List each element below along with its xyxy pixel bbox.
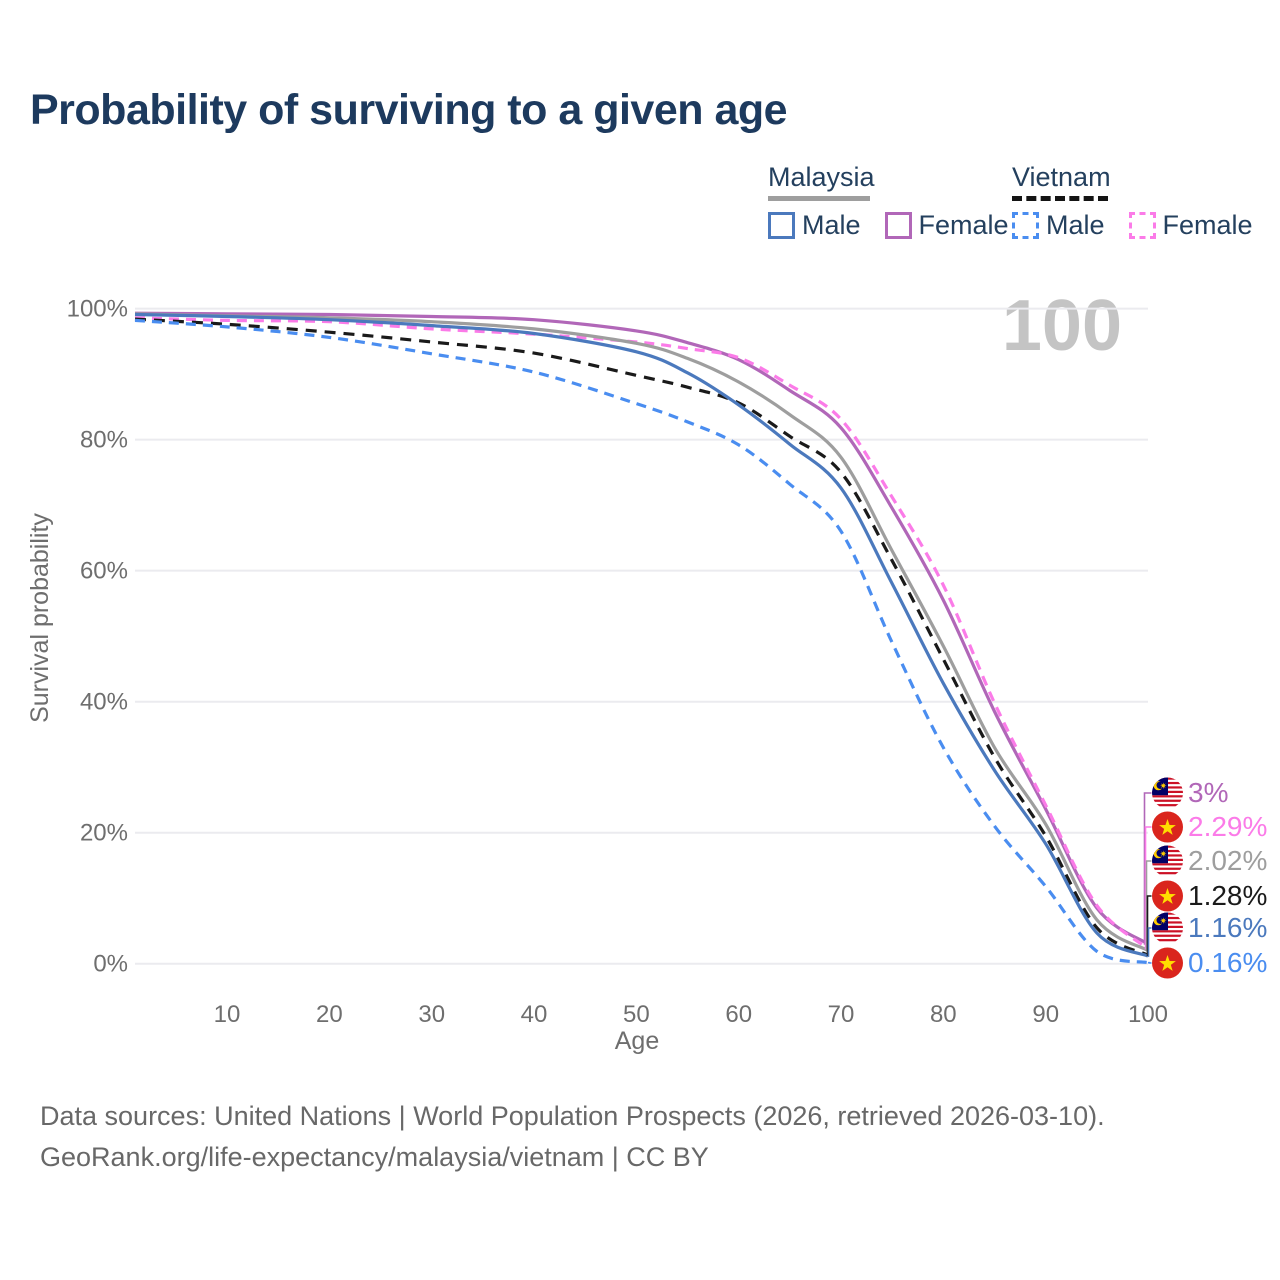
legend-label-malaysia-male: Male: [802, 210, 861, 240]
footer: Data sources: United Nations | World Pop…: [40, 1096, 1105, 1178]
y-tick-60%: 60%: [80, 558, 128, 585]
legend-header-malaysia: Malaysia: [768, 162, 875, 192]
malaysia-flag-icon: [1152, 777, 1183, 809]
footer-data-sources: Data sources: United Nations | World Pop…: [40, 1101, 1105, 1131]
y-axis-tick-labels: 0% 20% 40% 60% 80% 100%: [67, 296, 128, 978]
legend-group-vietnam: Vietnam Male Female: [1012, 162, 1253, 241]
legend-group-malaysia: Malaysia Male Female: [768, 162, 1009, 241]
y-tick-100%: 100%: [67, 296, 128, 323]
legend-label-malaysia-female: Female: [918, 210, 1009, 240]
x-tick-40: 40: [521, 1001, 548, 1028]
x-tick-10: 10: [214, 1001, 241, 1028]
series-line-vietnam-female[interactable]: [134, 316, 1150, 950]
series-line-malaysia-female[interactable]: [134, 311, 1149, 946]
x-tick-70: 70: [828, 1001, 855, 1028]
end-label-malaysia-female: 3%: [1152, 777, 1228, 809]
end-label-value-malaysia-both-sexes: 2.02%: [1188, 845, 1267, 876]
malaysia-female-swatch-icon: [884, 212, 912, 239]
y-tick-40%: 40%: [80, 689, 128, 716]
y-tick-80%: 80%: [80, 427, 128, 454]
vietnam-flag-icon: [1152, 947, 1183, 979]
series-line-vietnam-male[interactable]: [134, 318, 1149, 965]
end-label-value-vietnam-female: 2.29%: [1188, 811, 1267, 842]
y-tick-20%: 20%: [80, 820, 128, 847]
end-label-connector-malaysia-male: [1147, 927, 1152, 957]
end-label-value-vietnam-male: 0.16%: [1188, 947, 1267, 978]
vietnam-female-swatch-icon: [1128, 212, 1156, 239]
page-title: Probability of surviving to a given age: [30, 86, 788, 134]
legend-label-vietnam-male: Male: [1046, 210, 1105, 240]
x-tick-100: 100: [1128, 1001, 1168, 1028]
end-label-malaysia-both-sexes: 2.02%: [1152, 845, 1267, 877]
end-label-malaysia-male: 1.16%: [1152, 912, 1267, 944]
malaysia-flag-icon: [1152, 912, 1183, 944]
series-lines: [134, 311, 1150, 965]
end-label-vietnam-female: 2.29%: [1152, 811, 1267, 843]
legend-label-vietnam-female: Female: [1162, 210, 1253, 240]
end-value-labels: 3%2.29%2.02% 1.28%1.16% 0.16%: [1143, 777, 1267, 979]
legend-underline-vietnam: [1012, 196, 1108, 201]
y-tick-0%: 0%: [93, 951, 128, 978]
x-tick-60: 60: [725, 1001, 752, 1028]
footer-attribution: GeoRank.org/life-expectancy/malaysia/vie…: [40, 1142, 709, 1172]
vietnam-flag-icon: [1152, 880, 1183, 912]
end-label-value-malaysia-female: 3%: [1188, 777, 1228, 808]
x-tick-20: 20: [316, 1001, 343, 1028]
legend-item-vietnam-female[interactable]: Female: [1128, 210, 1253, 241]
vietnam-male-swatch-icon: [1012, 212, 1039, 239]
legend-item-malaysia-male[interactable]: Male: [768, 210, 861, 241]
end-label-value-malaysia-male: 1.16%: [1188, 912, 1267, 943]
series-line-malaysia-both-sexes[interactable]: [134, 312, 1149, 952]
x-tick-80: 80: [930, 1001, 957, 1028]
hovered-age-watermark: 100: [1002, 290, 1122, 362]
malaysia-male-swatch-icon: [768, 212, 795, 239]
end-label-vietnam-male: 0.16%: [1152, 947, 1267, 979]
x-axis-title: Age: [615, 1027, 659, 1055]
x-tick-50: 50: [623, 1001, 650, 1028]
legend-underline-malaysia: [768, 196, 870, 201]
legend-header-vietnam: Vietnam: [1012, 162, 1111, 192]
legend-item-vietnam-male[interactable]: Male: [1012, 210, 1105, 241]
x-tick-30: 30: [418, 1001, 445, 1028]
x-tick-90: 90: [1032, 1001, 1059, 1028]
series-line-malaysia-male[interactable]: [134, 312, 1149, 958]
vietnam-flag-icon: [1152, 811, 1183, 843]
malaysia-flag-icon: [1152, 845, 1183, 877]
end-label-value-vietnam-both-sexes: 1.28%: [1188, 880, 1267, 911]
plot-area[interactable]: [135, 308, 1148, 964]
end-label-vietnam-both-sexes: 1.28%: [1152, 880, 1267, 912]
series-line-vietnam-both-sexes[interactable]: [134, 317, 1149, 957]
legend-item-malaysia-female[interactable]: Female: [884, 210, 1009, 241]
gridlines: [135, 307, 1148, 965]
y-axis-title: Survival probability: [26, 513, 54, 723]
x-axis-tick-labels: 10 20 30 40 50 60 70 80 90 100: [214, 1001, 1168, 1028]
